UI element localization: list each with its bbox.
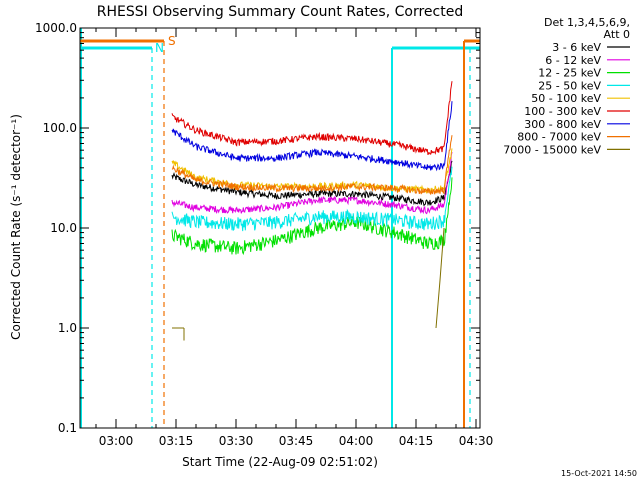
- series-line-4: [171, 166, 453, 232]
- saa-marker-label: S: [168, 34, 176, 48]
- x-tick-label: 04:15: [399, 434, 434, 448]
- legend-label-8: 800 - 7000 keV: [517, 131, 601, 144]
- x-tick-label: 03:15: [159, 434, 194, 448]
- chart-title: RHESSI Observing Summary Count Rates, Co…: [97, 4, 463, 20]
- y-tick-label: 1.0: [58, 321, 77, 335]
- y-tick-label: 1000.0: [35, 21, 77, 35]
- x-axis-label: Start Time (22-Aug-09 02:51:02): [182, 455, 378, 469]
- y-tick-label: 10.0: [50, 221, 77, 235]
- x-tick-label: 03:00: [99, 434, 134, 448]
- y-tick-label: 0.1: [58, 421, 77, 435]
- axes: [79, 27, 481, 429]
- legend-header-line2: Att 0: [604, 28, 630, 41]
- legend-label-9: 7000 - 15000 keV: [503, 143, 601, 156]
- timestamp: 15-Oct-2021 14:50: [561, 469, 637, 478]
- x-tick-label: 04:30: [459, 434, 494, 448]
- series-line-2: [171, 151, 453, 215]
- legend-label-5: 50 - 100 keV: [531, 92, 601, 105]
- series-line-1: [171, 160, 453, 207]
- y-tick-label: 100.0: [43, 121, 77, 135]
- series-line-8: [171, 135, 453, 196]
- x-tick-label: 03:45: [279, 434, 314, 448]
- legend-label-6: 100 - 300 keV: [524, 105, 601, 118]
- series-line-9: [172, 227, 445, 341]
- y-axis-label: Corrected Count Rate (s⁻¹ detector⁻¹): [9, 114, 23, 340]
- legend-label-4: 25 - 50 keV: [538, 79, 601, 92]
- legend-label-7: 300 - 800 keV: [524, 118, 601, 131]
- legend-label-3: 12 - 25 keV: [538, 67, 601, 80]
- series-line-6: [171, 81, 453, 156]
- night-marker-label: N: [155, 41, 164, 55]
- legend-label-1: 3 - 6 keV: [552, 41, 601, 54]
- x-tick-label: 03:30: [219, 434, 254, 448]
- tick-labels: 0.1 1.0 10.0 100.0 1000.0 03:00 03:15 03:30 03:4…: [35, 21, 493, 448]
- series-line-3: [171, 177, 453, 256]
- legend-label-2: 6 - 12 keV: [545, 54, 601, 67]
- plot-frame: [79, 27, 481, 429]
- series-line-7: [171, 101, 453, 172]
- x-tick-label: 04:00: [339, 434, 374, 448]
- legend-header-line1: Det 1,3,4,5,6,9,: [544, 16, 630, 29]
- series-group: [171, 81, 453, 341]
